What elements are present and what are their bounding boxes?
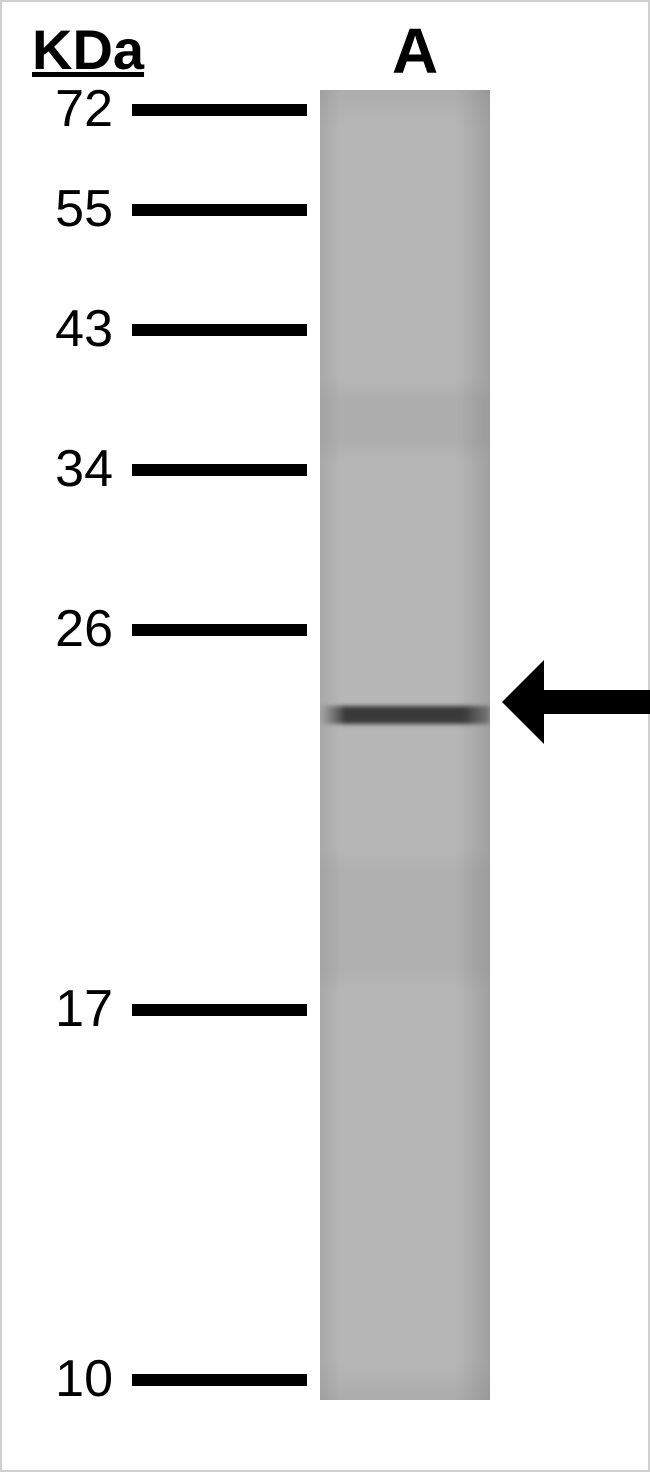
lane-label: A xyxy=(392,14,438,88)
marker-label: 72 xyxy=(3,79,113,139)
marker-label: 34 xyxy=(3,439,113,499)
marker-label: 55 xyxy=(3,179,113,239)
marker-tick xyxy=(132,104,307,116)
marker-tick xyxy=(132,624,307,636)
band-arrow-icon xyxy=(502,660,650,749)
marker-tick xyxy=(132,1004,307,1016)
marker-tick xyxy=(132,1374,307,1386)
unit-label: KDa xyxy=(32,17,144,82)
marker-label: 10 xyxy=(3,1349,113,1409)
blot-figure-container: KDa A 72 55 43 34 26 17 10 xyxy=(0,0,650,1472)
lane-smudge xyxy=(320,860,490,980)
marker-label: 43 xyxy=(3,299,113,359)
marker-label: 26 xyxy=(3,599,113,659)
marker-label: 17 xyxy=(3,979,113,1039)
marker-tick xyxy=(132,204,307,216)
blot-lane xyxy=(320,90,490,1400)
lane-gradient xyxy=(320,90,490,1400)
lane-smudge xyxy=(320,390,490,450)
marker-tick xyxy=(132,464,307,476)
protein-band xyxy=(320,706,490,724)
marker-tick xyxy=(132,324,307,336)
